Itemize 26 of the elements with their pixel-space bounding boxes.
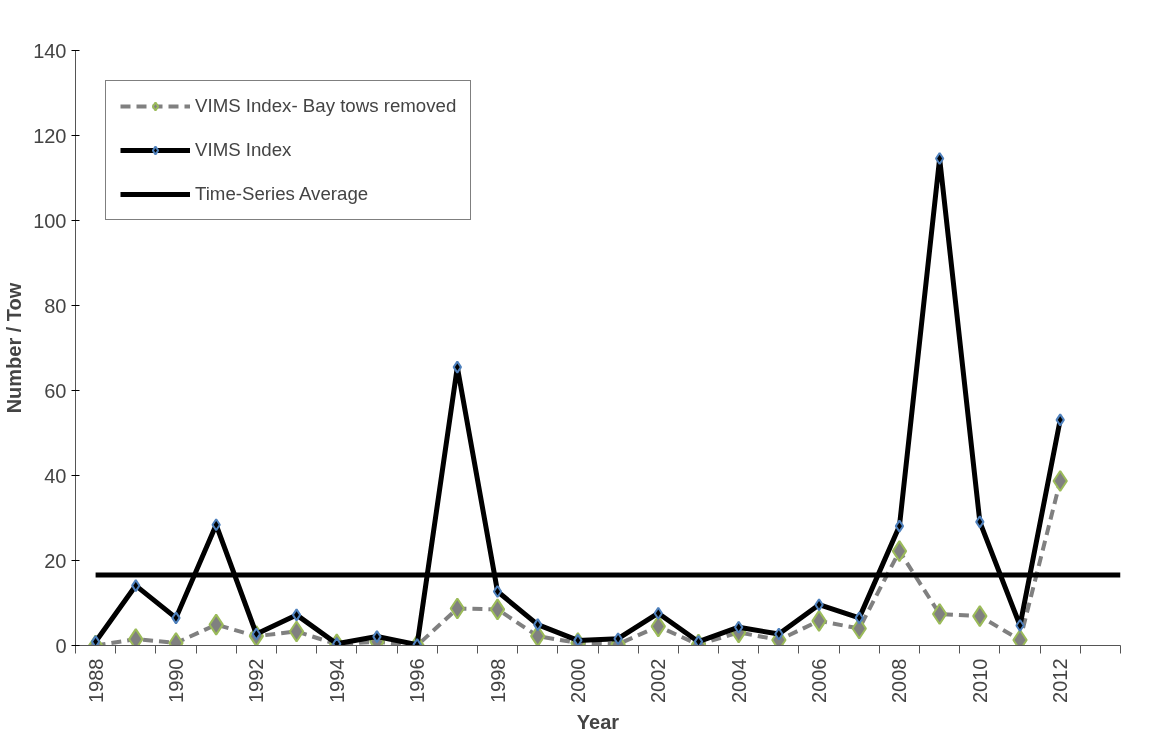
x-tick-label: 1996 (406, 658, 429, 703)
x-tick-label: 2012 (1049, 658, 1072, 703)
y-tick-label: 40 (44, 464, 67, 487)
y-tick-label: 0 (55, 634, 67, 657)
legend-label: VIMS Index (195, 139, 293, 161)
x-tick-label: 1990 (164, 658, 187, 703)
y-tick-label: 120 (33, 124, 67, 147)
y-axis-title: Number / Tow (3, 282, 26, 414)
x-tick-label: 2006 (808, 658, 831, 703)
x-tick-label: 2010 (968, 658, 991, 703)
y-tick-label: 80 (44, 294, 67, 317)
legend-label: VIMS Index- Bay tows removed (195, 95, 457, 117)
x-tick-label: 1998 (486, 658, 509, 703)
x-tick-label: 1988 (84, 658, 107, 703)
x-tick-label: 1992 (245, 658, 268, 703)
legend-label: Time-Series Average (195, 183, 370, 205)
x-tick-label: 2002 (647, 658, 670, 703)
y-tick-label: 60 (44, 379, 67, 402)
x-tick-label: 2000 (566, 658, 589, 703)
y-tick-label: 20 (44, 549, 67, 572)
x-axis-title: Year (576, 710, 620, 733)
x-tick-label: 2004 (727, 658, 750, 703)
x-tick-label: 2008 (888, 658, 911, 703)
y-tick-label: 100 (33, 209, 67, 232)
x-tick-label: 1994 (325, 658, 348, 703)
y-tick-label: 140 (33, 39, 67, 62)
